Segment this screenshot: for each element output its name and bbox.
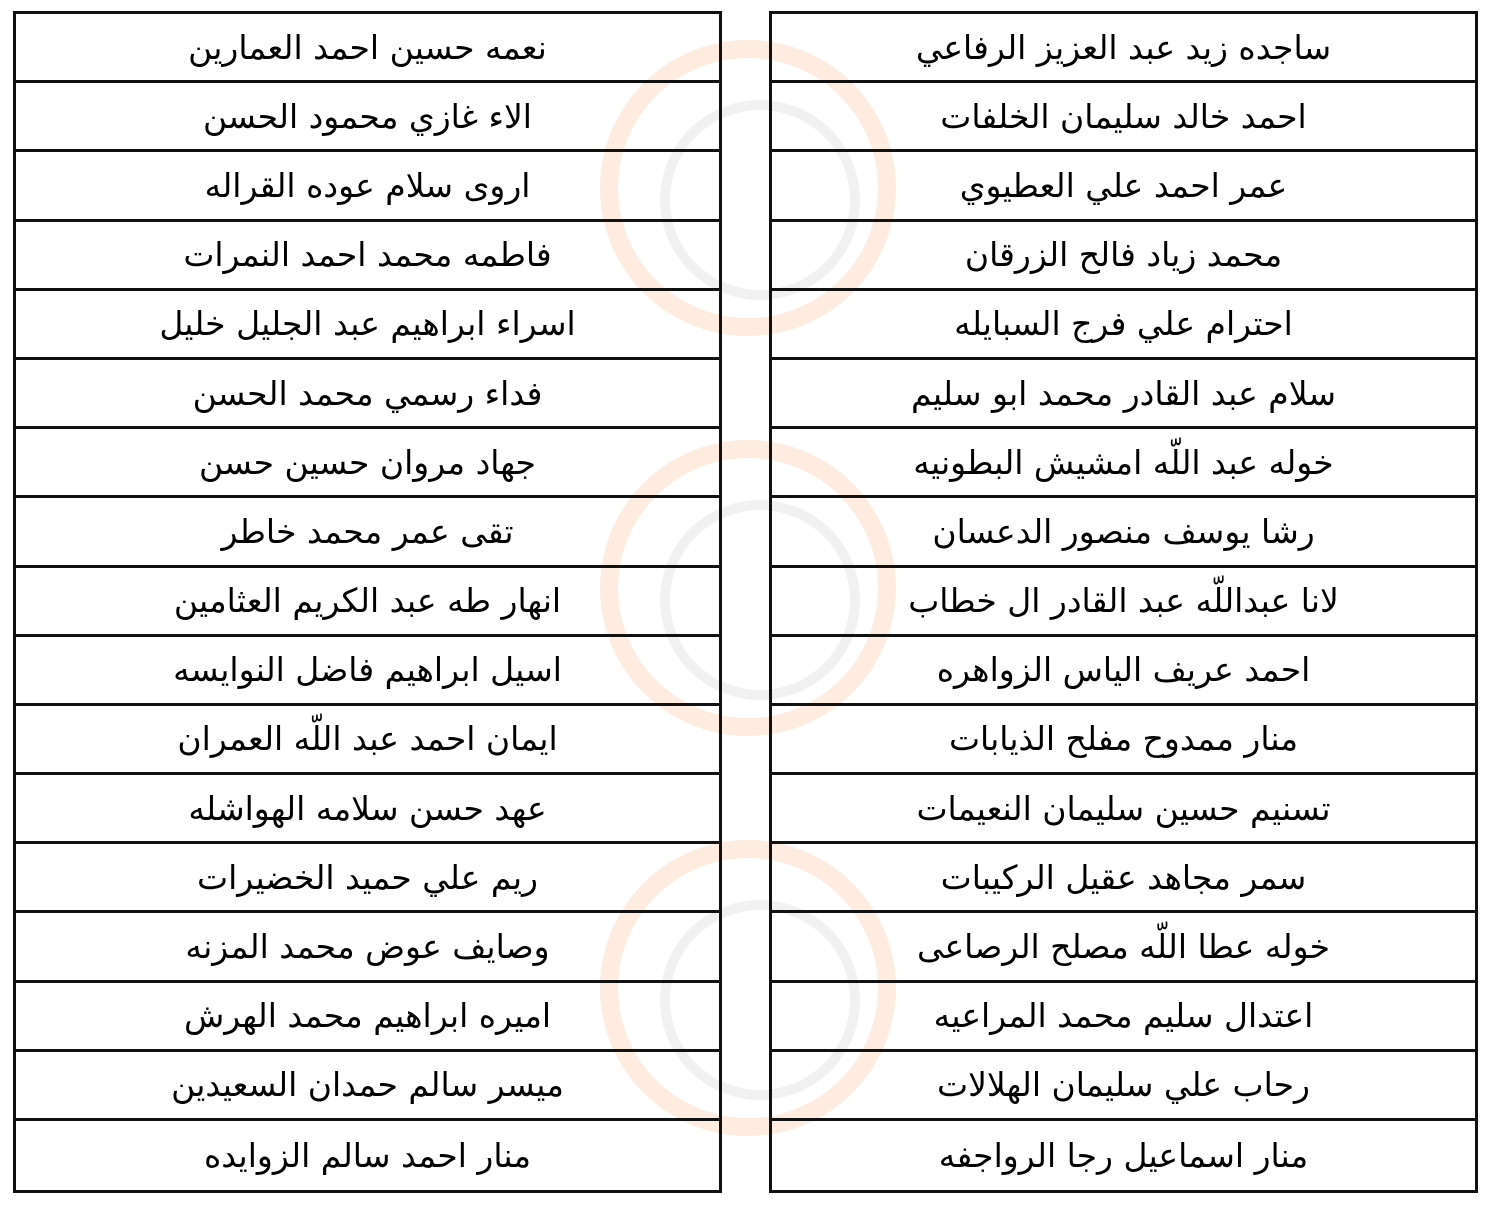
person-name: فاطمه محمد احمد النمرات: [183, 235, 552, 275]
left-names-table: نعمه حسين احمد العمارين الاء غازي محمود ا…: [13, 11, 722, 1194]
table-row: اسيل ابراهيم فاضل النوايسه: [16, 637, 719, 706]
table-row: انهار طه عبد الكريم العثامين: [16, 568, 719, 637]
person-name: ساجده زيد عبد العزيز الرفاعي: [915, 27, 1332, 67]
table-row: احمد عريف الياس الزواهره: [772, 637, 1475, 706]
person-name: محمد زياد فالح الزرقان: [964, 235, 1283, 275]
person-name: جهاد مروان حسين حسن: [199, 442, 536, 482]
person-name: نعمه حسين احمد العمارين: [188, 27, 547, 67]
table-row: رشا يوسف منصور الدعسان: [772, 498, 1475, 568]
table-row: احمد خالد سليمان الخلفات: [772, 83, 1475, 153]
table-row: خوله عبد اللّه امشيش البطونيه: [772, 429, 1475, 499]
person-name: ايمان احمد عبد اللّه العمران: [177, 719, 558, 759]
person-name: لانا عبداللّه عبد القادر ال خطاب: [908, 581, 1339, 621]
table-row: اسراء ابراهيم عبد الجليل خليل: [16, 291, 719, 360]
table-row: اميره ابراهيم محمد الهرش: [16, 983, 719, 1052]
table-row: ريم علي حميد الخضيرات: [16, 844, 719, 914]
person-name: اميره ابراهيم محمد الهرش: [183, 996, 552, 1036]
table-row: خوله عطا اللّه مصلح الرصاعى: [772, 913, 1475, 983]
table-row: فداء رسمي محمد الحسن: [16, 360, 719, 430]
table-row: تسنيم حسين سليمان النعيمات: [772, 775, 1475, 845]
person-name: سلام عبد القادر محمد ابو سليم: [910, 373, 1337, 413]
person-name: اعتدال سليم محمد المراعيه: [933, 996, 1314, 1036]
table-row: سمر مجاهد عقيل الركيبات: [772, 844, 1475, 914]
table-row: فاطمه محمد احمد النمرات: [16, 222, 719, 291]
table-row: تقى عمر محمد خاطر: [16, 498, 719, 568]
table-row: منار اسماعيل رجا الرواجفه: [772, 1121, 1475, 1190]
person-name: تقى عمر محمد خاطر: [221, 511, 514, 551]
table-row: لانا عبداللّه عبد القادر ال خطاب: [772, 568, 1475, 637]
person-name: خوله عطا اللّه مصلح الرصاعى: [916, 927, 1331, 967]
person-name: اسراء ابراهيم عبد الجليل خليل: [159, 304, 576, 344]
person-name: سمر مجاهد عقيل الركيبات: [940, 857, 1307, 897]
person-name: احترام علي فرج السبايله: [954, 304, 1293, 344]
table-row: الاء غازي محمود الحسن: [16, 83, 719, 153]
table-row: احترام علي فرج السبايله: [772, 291, 1475, 360]
table-row: اروى سلام عوده القراله: [16, 152, 719, 222]
person-name: عهد حسن سلامه الهواشله: [188, 788, 547, 828]
person-name: الاء غازي محمود الحسن: [203, 96, 532, 136]
person-name: ريم علي حميد الخضيرات: [197, 857, 538, 897]
table-row: منار ممدوح مفلح الذيابات: [772, 706, 1475, 776]
table-row: جهاد مروان حسين حسن: [16, 429, 719, 499]
table-row: ايمان احمد عبد اللّه العمران: [16, 706, 719, 776]
table-row: سلام عبد القادر محمد ابو سليم: [772, 360, 1475, 430]
table-row: ساجده زيد عبد العزيز الرفاعي: [772, 14, 1475, 84]
table-row: محمد زياد فالح الزرقان: [772, 222, 1475, 291]
table-row: عمر احمد علي العطيوي: [772, 152, 1475, 222]
table-row: عهد حسن سلامه الهواشله: [16, 775, 719, 845]
right-names-table: ساجده زيد عبد العزيز الرفاعي احمد خالد سل…: [769, 11, 1478, 1194]
person-name: عمر احمد علي العطيوي: [959, 165, 1288, 205]
person-name: احمد خالد سليمان الخلفات: [940, 96, 1307, 136]
table-row: ميسر سالم حمدان السعيدين: [16, 1052, 719, 1121]
person-name: ميسر سالم حمدان السعيدين: [171, 1065, 564, 1105]
person-name: منار اسماعيل رجا الرواجفه: [938, 1136, 1309, 1176]
person-name: رشا يوسف منصور الدعسان: [932, 511, 1315, 551]
person-name: انهار طه عبد الكريم العثامين: [173, 581, 562, 621]
person-name: منار ممدوح مفلح الذيابات: [948, 719, 1299, 759]
person-name: اسيل ابراهيم فاضل النوايسه: [173, 650, 562, 690]
person-name: اروى سلام عوده القراله: [204, 165, 531, 205]
person-name: رحاب علي سليمان الهلالات: [937, 1065, 1310, 1105]
person-name: تسنيم حسين سليمان النعيمات: [916, 788, 1331, 828]
person-name: احمد عريف الياس الزواهره: [936, 650, 1311, 690]
table-row: رحاب علي سليمان الهلالات: [772, 1052, 1475, 1121]
person-name: خوله عبد اللّه امشيش البطونيه: [913, 442, 1334, 482]
person-name: منار احمد سالم الزوايده: [203, 1136, 532, 1176]
table-row: وصايف عوض محمد المزنه: [16, 913, 719, 983]
table-row: نعمه حسين احمد العمارين: [16, 14, 719, 84]
table-row: منار احمد سالم الزوايده: [16, 1121, 719, 1190]
person-name: وصايف عوض محمد المزنه: [185, 927, 550, 967]
table-row: اعتدال سليم محمد المراعيه: [772, 983, 1475, 1052]
person-name: فداء رسمي محمد الحسن: [192, 373, 543, 413]
